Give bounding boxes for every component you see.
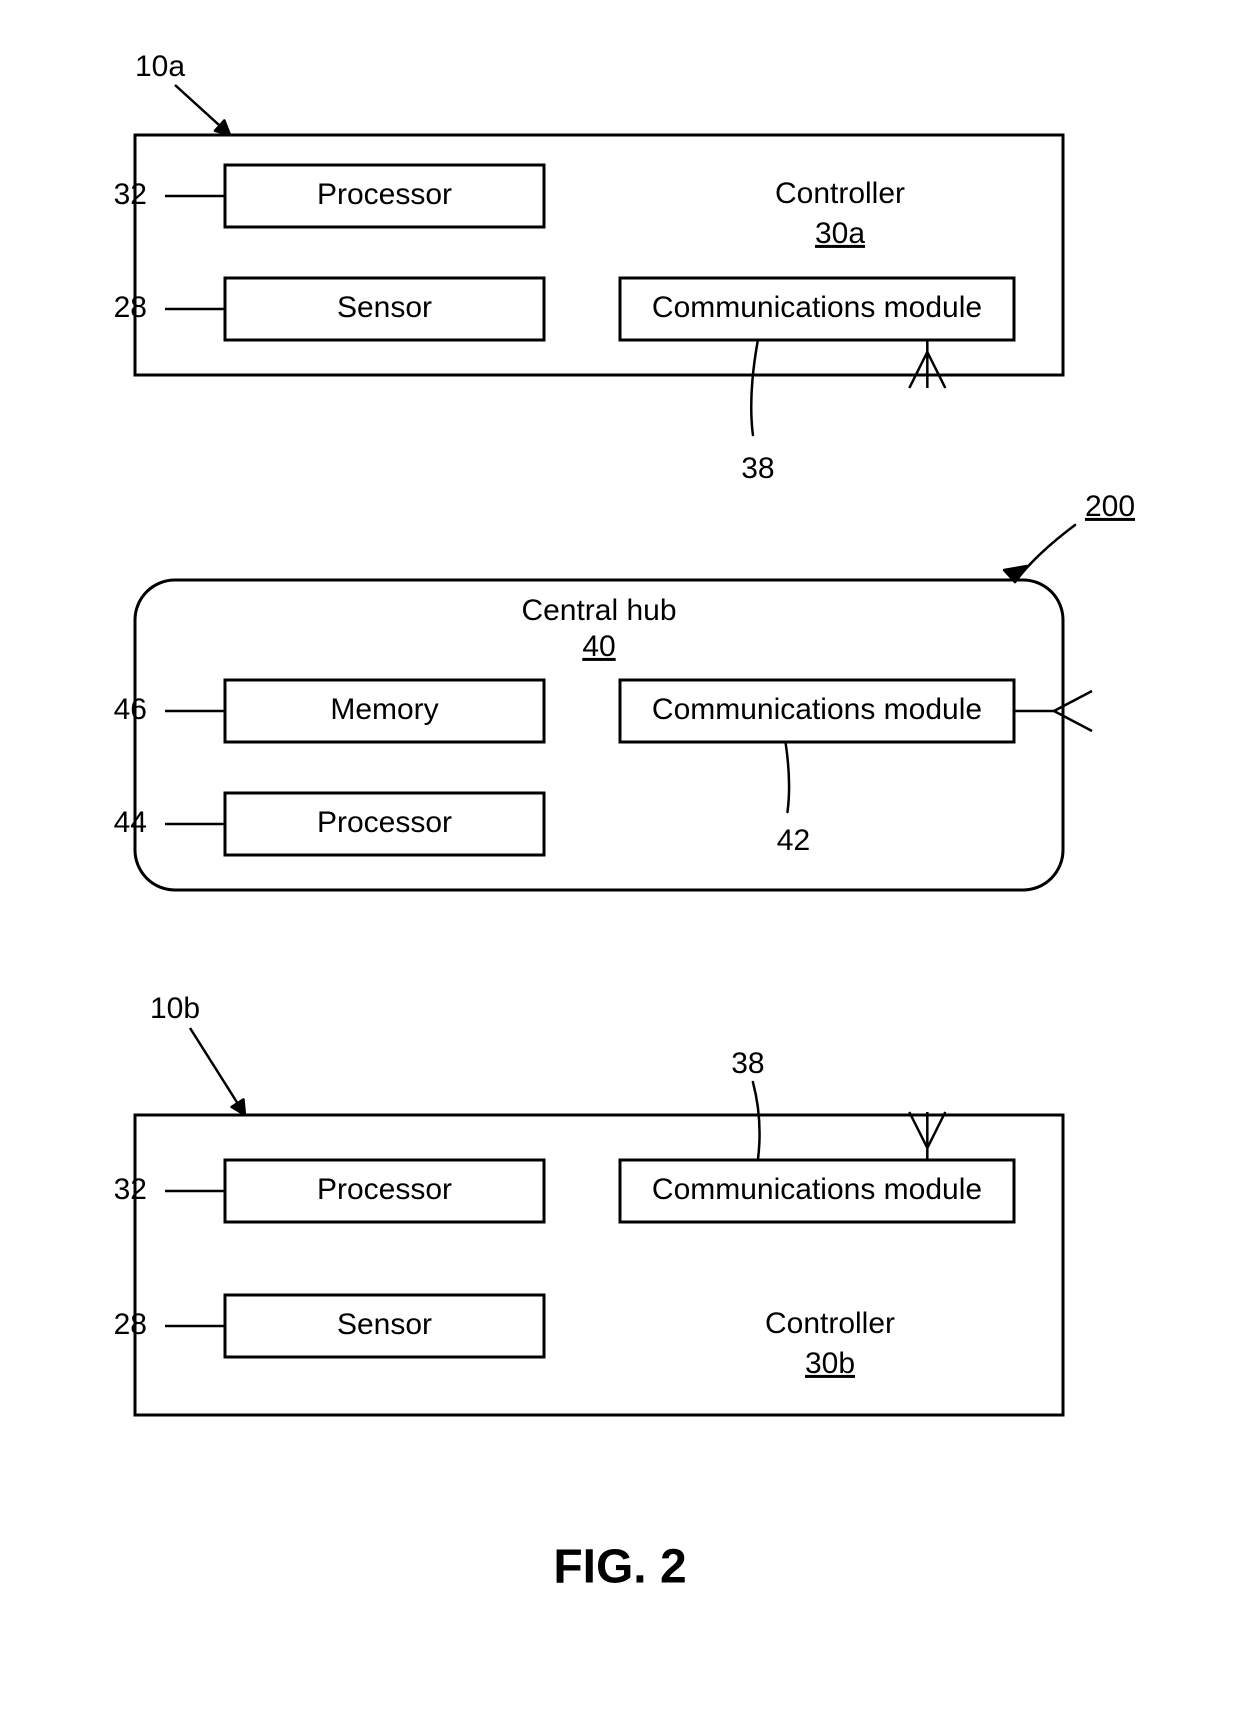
controller-b-comm-ref: 38 — [731, 1047, 764, 1080]
controller-a-id: 30a — [815, 217, 865, 250]
controller-a-comm-label: Communications module — [652, 291, 982, 324]
controller-a-antenna-arm-r — [927, 352, 945, 388]
controller-b-comm-leader — [753, 1082, 760, 1160]
hub-antenna-arm-d — [1054, 711, 1092, 731]
controller-b-antenna-arm-r — [927, 1112, 945, 1148]
controller-b-processor-label: Processor — [317, 1173, 452, 1206]
controller-a-sensor-ref: 28 — [114, 291, 147, 324]
controller-b-antenna-arm-l — [909, 1112, 927, 1148]
controller-b-title: Controller — [765, 1307, 895, 1340]
hub-comm-leader — [785, 742, 789, 812]
hub-title: Central hub — [521, 594, 676, 627]
figure-caption: FIG. 2 — [553, 1541, 686, 1594]
hub-processor-ref: 44 — [114, 806, 147, 839]
hub-antenna-arm-u — [1054, 691, 1092, 711]
controller-a-comm-leader — [751, 340, 758, 435]
controller-b-sensor-ref: 28 — [114, 1308, 147, 1341]
controller-b-ref-arrow-shaft — [190, 1028, 245, 1115]
controller-a-ref: 10a — [135, 50, 185, 83]
controller-a-title: Controller — [775, 177, 905, 210]
hub-memory-label: Memory — [330, 693, 438, 726]
controller-b-sensor-label: Sensor — [337, 1308, 432, 1341]
hub-ref-arrow-shaft — [1015, 525, 1075, 582]
hub-memory-ref: 46 — [114, 693, 147, 726]
controller-a-antenna-arm-l — [909, 352, 927, 388]
controller-a-processor-ref: 32 — [114, 178, 147, 211]
hub-processor-label: Processor — [317, 806, 452, 839]
controller-a-comm-ref: 38 — [741, 452, 774, 485]
hub-id: 40 — [582, 630, 615, 663]
hub-comm-label: Communications module — [652, 693, 982, 726]
hub-ref: 200 — [1085, 490, 1135, 523]
controller-b-id: 30b — [805, 1347, 855, 1380]
controller-b-ref: 10b — [150, 992, 200, 1025]
hub-comm-ref: 42 — [777, 824, 810, 857]
controller-b-comm-label: Communications module — [652, 1173, 982, 1206]
controller-b-processor-ref: 32 — [114, 1173, 147, 1206]
controller-a-processor-label: Processor — [317, 178, 452, 211]
controller-b-ref-arrow-head — [232, 1099, 245, 1115]
controller-a-sensor-label: Sensor — [337, 291, 432, 324]
